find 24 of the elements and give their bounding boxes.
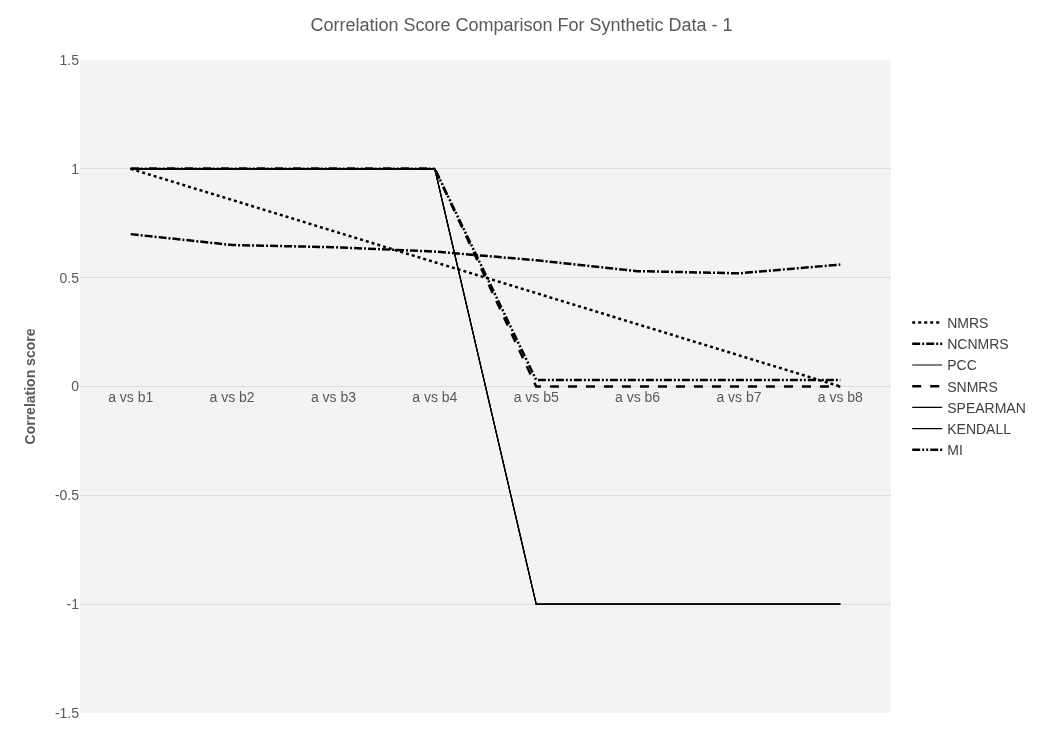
legend-label: SPEARMAN xyxy=(947,399,1026,416)
y-tick-label: 0.5 xyxy=(59,269,80,286)
x-tick-label: a vs b5 xyxy=(513,388,559,405)
y-tick-label: -1.5 xyxy=(54,704,80,721)
x-tick-label: a vs b2 xyxy=(209,388,255,405)
y-tick-label: 1 xyxy=(71,160,80,177)
legend-label: NCNMRS xyxy=(947,336,1009,353)
chart-title: Correlation Score Comparison For Synthetic Data - 1 xyxy=(310,14,733,35)
y-tick-label: -0.5 xyxy=(54,487,80,504)
x-tick-label: a vs b3 xyxy=(310,388,357,405)
x-tick-label: a vs b6 xyxy=(614,388,661,405)
x-tick-label: a vs b7 xyxy=(716,388,762,405)
x-tick-label: a vs b4 xyxy=(412,388,458,405)
y-tick-label: 1.5 xyxy=(59,51,80,68)
legend-label: PCC xyxy=(947,357,977,374)
y-axis-title: Correlation score xyxy=(22,328,39,445)
y-tick-label: 0 xyxy=(71,378,80,395)
y-tick-label: -1 xyxy=(66,596,80,613)
legend-label: NMRS xyxy=(947,315,989,332)
x-tick-label: a vs b1 xyxy=(108,388,154,405)
x-tick-label: a vs b8 xyxy=(817,388,864,405)
legend-label: SNMRS xyxy=(947,378,998,395)
legend-label: MI xyxy=(947,442,963,459)
legend-label: KENDALL xyxy=(947,421,1012,438)
